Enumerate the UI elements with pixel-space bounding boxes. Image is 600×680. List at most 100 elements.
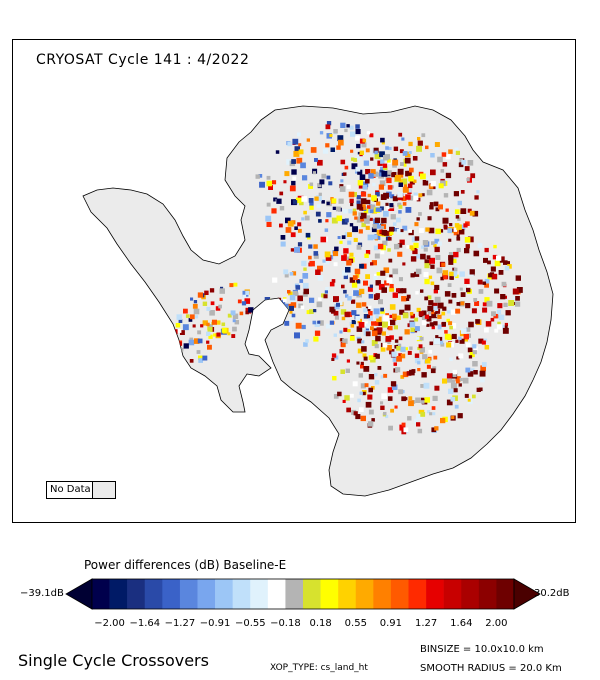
heatmap-cell: [453, 267, 458, 272]
heatmap-cell: [344, 165, 349, 170]
heatmap-cell: [372, 224, 378, 229]
heatmap-cell: [374, 253, 380, 259]
heatmap-cell: [398, 182, 403, 187]
heatmap-cell: [344, 128, 348, 133]
heatmap-cell: [369, 209, 374, 214]
heatmap-cell: [279, 206, 285, 211]
heatmap-cell: [300, 305, 305, 310]
heatmap-cell: [313, 253, 319, 259]
heatmap-cell: [378, 321, 383, 326]
heatmap-cell: [453, 388, 458, 393]
heatmap-cell: [454, 209, 460, 214]
heatmap-cell: [377, 224, 382, 229]
heatmap-cell: [375, 321, 381, 326]
heatmap-cell: [342, 208, 348, 214]
heatmap-cell: [448, 255, 454, 261]
heatmap-cell: [211, 319, 217, 325]
heatmap-cell: [294, 226, 298, 230]
heatmap-cell: [293, 150, 300, 157]
colorbar-tick-label: −1.64: [129, 618, 161, 629]
heatmap-cell: [466, 178, 470, 182]
heatmap-cell: [333, 296, 339, 303]
heatmap-cell: [331, 357, 335, 361]
heatmap-cell: [442, 270, 449, 276]
heatmap-cell: [351, 163, 358, 170]
heatmap-cell: [421, 245, 425, 249]
heatmap-cell: [448, 321, 453, 326]
heatmap-cell: [356, 216, 363, 223]
heatmap-cell: [373, 171, 379, 177]
heatmap-cell: [342, 338, 348, 344]
heatmap-cell: [414, 222, 419, 227]
heatmap-cell: [452, 373, 457, 378]
heatmap-cell: [287, 220, 294, 227]
heatmap-cell: [428, 227, 435, 234]
heatmap-cell: [397, 171, 404, 178]
heatmap-cell: [381, 331, 386, 336]
heatmap-cell: [355, 316, 361, 321]
heatmap-cell: [321, 200, 325, 204]
heatmap-cell: [374, 344, 379, 349]
legend-title: Power differences (dB) Baseline-E: [84, 558, 287, 572]
heatmap-cell: [386, 177, 392, 184]
heatmap-cell: [189, 314, 195, 320]
heatmap-cell: [339, 349, 344, 354]
colorbar-cell: [478, 579, 497, 609]
heatmap-cell: [360, 191, 367, 197]
heatmap-cell: [291, 313, 296, 318]
heatmap-cell: [416, 307, 421, 312]
heatmap-cell: [355, 166, 361, 172]
heatmap-cell: [305, 339, 309, 343]
heatmap-cell: [175, 323, 181, 328]
heatmap-cell: [452, 267, 456, 271]
heatmap-cell: [352, 275, 358, 280]
heatmap-cell: [371, 260, 377, 266]
heatmap-cell: [358, 184, 363, 189]
heatmap-cell: [264, 300, 269, 306]
heatmap-cell: [456, 356, 460, 360]
heatmap-cell: [410, 273, 415, 278]
heatmap-cell: [390, 381, 397, 387]
heatmap-cell: [365, 331, 371, 337]
heatmap-cell: [383, 267, 390, 273]
heatmap-cell: [480, 365, 486, 372]
heatmap-cell: [365, 148, 370, 153]
heatmap-cell: [185, 314, 190, 318]
heatmap-cell: [434, 246, 440, 253]
heatmap-cell: [389, 335, 394, 340]
heatmap-cell: [455, 308, 461, 314]
heatmap-cell: [393, 362, 397, 366]
heatmap-cell: [197, 292, 204, 298]
heatmap-cell: [477, 279, 483, 285]
heatmap-cell: [346, 407, 351, 413]
heatmap-cell: [473, 250, 480, 257]
heatmap-cell: [340, 369, 345, 374]
heatmap-cell: [478, 289, 484, 294]
heatmap-cell: [376, 327, 383, 334]
heatmap-cell: [315, 195, 322, 202]
heatmap-cell: [505, 310, 511, 316]
heatmap-cell: [361, 222, 366, 228]
heatmap-cell: [385, 336, 392, 342]
heatmap-cell: [410, 256, 417, 262]
heatmap-cell: [383, 192, 389, 199]
heatmap-cell: [290, 248, 295, 252]
heatmap-cell: [507, 264, 512, 269]
heatmap-cell: [264, 304, 270, 310]
heatmap-cell: [402, 151, 408, 156]
colorbar-cell: [267, 579, 286, 609]
heatmap-cell: [442, 378, 448, 384]
heatmap-cell: [366, 131, 371, 135]
heatmap-cell: [484, 278, 490, 284]
heatmap-cell: [304, 215, 310, 221]
heatmap-cell: [373, 147, 379, 153]
heatmap-cell: [356, 195, 361, 200]
heatmap-cell: [468, 321, 474, 328]
heatmap-cell: [454, 404, 459, 409]
heatmap-cell: [397, 191, 403, 198]
colorbar-cell: [303, 579, 321, 609]
heatmap-cell: [216, 320, 221, 325]
heatmap-cell: [380, 401, 384, 405]
heatmap-cell: [259, 313, 266, 320]
heatmap-cell: [469, 269, 475, 275]
